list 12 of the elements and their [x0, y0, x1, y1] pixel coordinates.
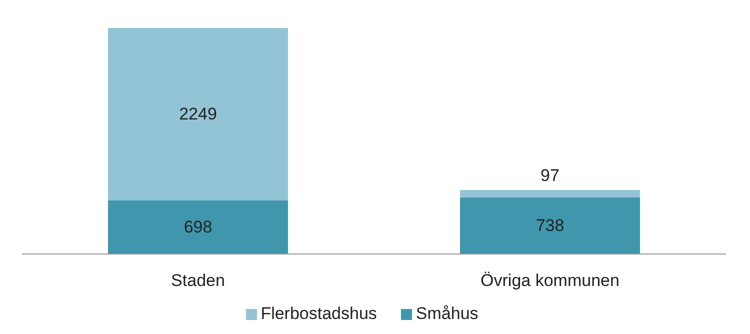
bar — [460, 197, 640, 254]
bar — [460, 190, 640, 198]
data-label: 698 — [184, 218, 212, 237]
data-label: 97 — [540, 166, 560, 185]
x-tick-label: Övriga kommunen — [480, 271, 620, 290]
bar — [108, 28, 288, 200]
data-label: 738 — [536, 216, 564, 236]
legend-label: Flerbostadshus — [260, 304, 377, 323]
bar — [108, 200, 288, 254]
x-tick-label: Staden — [171, 271, 225, 290]
legend-label: Småhus — [416, 304, 478, 323]
data-label: 2249 — [179, 104, 217, 124]
